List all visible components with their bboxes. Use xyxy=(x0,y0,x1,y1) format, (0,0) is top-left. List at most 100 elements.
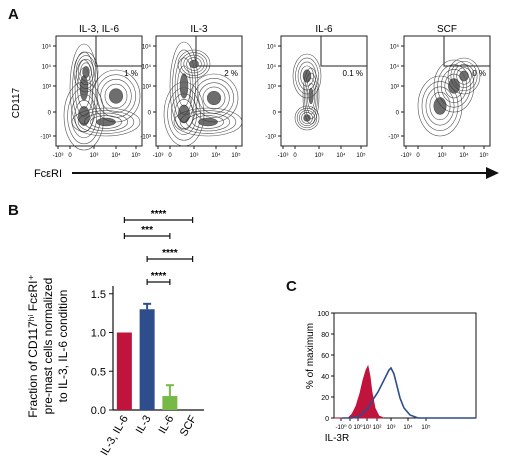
bar-y-tick-label: 1.5 xyxy=(91,289,106,301)
bar-ylabel-line-3: to IL-3, IL-6 condition xyxy=(56,290,70,403)
contour-line xyxy=(295,57,319,95)
contour-line xyxy=(100,79,132,113)
contour-line xyxy=(292,53,322,99)
y-tick-label: -10³ xyxy=(388,135,399,141)
contour-line xyxy=(90,115,122,129)
x-tick-label: 10³ xyxy=(315,153,324,159)
contour-line xyxy=(173,107,243,137)
y-tick-label: 10⁴ xyxy=(142,64,152,71)
x-tick-label: 10³ xyxy=(438,153,447,159)
contour-line xyxy=(459,70,469,82)
contour-line xyxy=(96,74,136,118)
histogram-series-filled xyxy=(334,364,385,419)
bar-chart-panel: Fraction of CD117ʰⁱ FcεRI⁺ pre-mast cell… xyxy=(26,209,204,458)
contour-frame xyxy=(280,35,368,147)
histogram-y-tick-label: 20 xyxy=(321,395,329,402)
x-tick-label: 10⁵ xyxy=(131,152,141,159)
y-tick-label: -10³ xyxy=(265,135,276,141)
panel-letter-b: B xyxy=(8,202,19,219)
bar-ylabel-line-1: Fraction of CD117ʰⁱ FcεRI⁺ xyxy=(26,274,40,418)
cd117-axis-label: CD117 xyxy=(11,87,22,118)
bar-y-tick-label: 0.5 xyxy=(91,366,106,378)
x-tick-label: 10⁵ xyxy=(231,152,241,159)
histogram-x-tick-label: 10³ xyxy=(387,425,396,431)
x-tick-label: 0 xyxy=(416,153,420,159)
contour-frame xyxy=(403,35,491,147)
bar-category-label: IL-3 xyxy=(134,414,154,436)
gate-box xyxy=(195,35,243,67)
contour-line xyxy=(450,60,478,92)
bar xyxy=(116,332,132,410)
contour-line xyxy=(83,112,129,132)
x-tick-label: 10³ xyxy=(90,153,99,159)
x-tick-label: -10³ xyxy=(153,153,164,159)
y-tick-label: -10³ xyxy=(140,135,151,141)
contour-line xyxy=(82,66,90,78)
contour-line xyxy=(305,77,317,115)
contour-line xyxy=(189,59,199,69)
panel-letter-c: C xyxy=(286,278,297,295)
contour-line xyxy=(198,82,230,114)
contour-line xyxy=(307,82,315,110)
contour-line xyxy=(297,61,317,91)
bar xyxy=(162,396,178,410)
contour-line xyxy=(172,49,196,123)
contour-line xyxy=(192,115,224,129)
x-tick-label: 10⁵ xyxy=(356,152,366,159)
contour-line xyxy=(180,52,208,76)
contour-line xyxy=(72,51,96,125)
histogram-y-tick-label: 60 xyxy=(321,353,329,360)
contour-title: IL-6 xyxy=(315,24,333,35)
contour-line xyxy=(425,86,455,126)
contour-line xyxy=(73,51,99,93)
contour-line xyxy=(71,107,141,137)
contour-line xyxy=(429,91,451,121)
x-tick-label: 10⁴ xyxy=(211,152,221,159)
y-tick-label: 10³ xyxy=(42,85,51,91)
bar-y-tick-label: 0.0 xyxy=(91,405,106,417)
panel-letter-a: A xyxy=(8,6,19,23)
contour-title: IL-3 xyxy=(190,24,208,35)
bar-y-tick-label: 1.0 xyxy=(91,328,106,340)
contour-line xyxy=(301,112,313,124)
y-tick-label: 0 xyxy=(48,111,52,117)
contour-line xyxy=(179,73,189,99)
fceri-axis-label: FcεRI xyxy=(34,168,62,180)
histogram-y-tick-label: 100 xyxy=(317,311,329,318)
y-tick-label: 0 xyxy=(148,111,152,117)
contour-line xyxy=(206,90,222,106)
contour-line xyxy=(77,110,135,134)
x-tick-label: 10⁴ xyxy=(111,152,121,159)
bar-ylabel-line-2: pre-mast cells normalized xyxy=(41,278,55,415)
gate-box xyxy=(95,35,143,67)
contour-line xyxy=(108,88,124,104)
y-tick-label: 0 xyxy=(273,111,277,117)
y-tick-label: 0 xyxy=(396,111,400,117)
gate-percent-label: 0 % xyxy=(472,69,486,78)
x-tick-label: 0 xyxy=(168,153,172,159)
contour-plot-scf: SCF 10⁵ 10⁴ 10³ 0 -10³ -10³ 0 10³ 10⁴ 10⁵ 0 % xyxy=(388,24,491,159)
contour-line xyxy=(453,64,475,88)
contour-title: IL-3, IL-6 xyxy=(79,24,119,35)
contour-line xyxy=(174,98,194,130)
y-tick-label: 10³ xyxy=(267,85,276,91)
flow-contour-panel: CD117 FcεRI IL-3, IL-6 10⁵ 10⁴ 10³ 0 -10³ -10³… xyxy=(11,24,499,180)
bar-category-label: IL-3, IL-6 xyxy=(99,414,131,458)
contour-plot-il-3: IL-3 10⁵ 10⁴ 10³ 0 -10³ -10³ 0 10³ 10⁴ 10⁵ 2 % xyxy=(140,24,243,159)
histogram-x-tick-label: -10⁰ xyxy=(335,424,347,431)
x-tick-label: -10³ xyxy=(401,153,412,159)
contour-plot-il-3-il-6: IL-3, IL-6 10⁵ 10⁴ 10³ 0 -10³ -10³ 0 10³ 10⁴ 10⁵ 1 … xyxy=(40,24,143,159)
significance-label: **** xyxy=(151,209,167,220)
histogram-x-tick-label: 0 xyxy=(348,425,352,431)
histogram-x-tick-label: 10¹ xyxy=(363,425,372,431)
fceri-arrow-head xyxy=(486,167,499,179)
significance-label: *** xyxy=(141,225,153,236)
histogram-frame xyxy=(333,312,477,419)
contour-title: SCF xyxy=(437,24,457,35)
x-tick-label: 0 xyxy=(293,153,297,159)
bar-category-label: SCF xyxy=(178,413,200,438)
contour-line xyxy=(80,62,92,82)
histogram-y-tick-label: 40 xyxy=(321,374,329,381)
y-tick-label: 10⁴ xyxy=(390,64,400,71)
